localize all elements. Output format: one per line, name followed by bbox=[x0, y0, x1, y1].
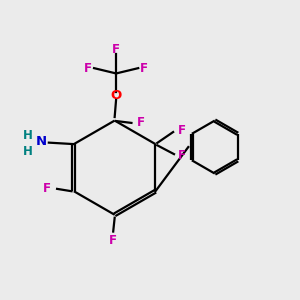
Text: N: N bbox=[36, 135, 47, 148]
Text: F: F bbox=[112, 44, 120, 56]
Text: F: F bbox=[84, 61, 92, 75]
Text: F: F bbox=[44, 182, 51, 195]
Text: F: F bbox=[109, 234, 117, 247]
Text: H: H bbox=[23, 129, 33, 142]
Text: F: F bbox=[136, 116, 145, 129]
Text: H: H bbox=[23, 145, 33, 158]
Text: F: F bbox=[177, 124, 185, 137]
Text: F: F bbox=[140, 61, 148, 75]
Text: F: F bbox=[178, 149, 186, 162]
Text: O: O bbox=[110, 89, 122, 102]
